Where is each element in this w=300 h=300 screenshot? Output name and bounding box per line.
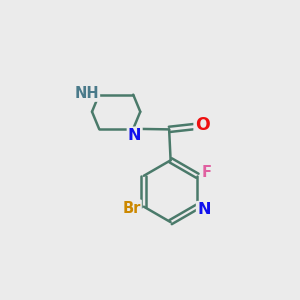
Text: NH: NH <box>74 86 99 101</box>
Text: O: O <box>195 116 209 134</box>
Text: N: N <box>197 202 211 217</box>
Text: F: F <box>201 165 211 180</box>
Text: N: N <box>128 128 141 143</box>
Text: Br: Br <box>122 201 141 216</box>
